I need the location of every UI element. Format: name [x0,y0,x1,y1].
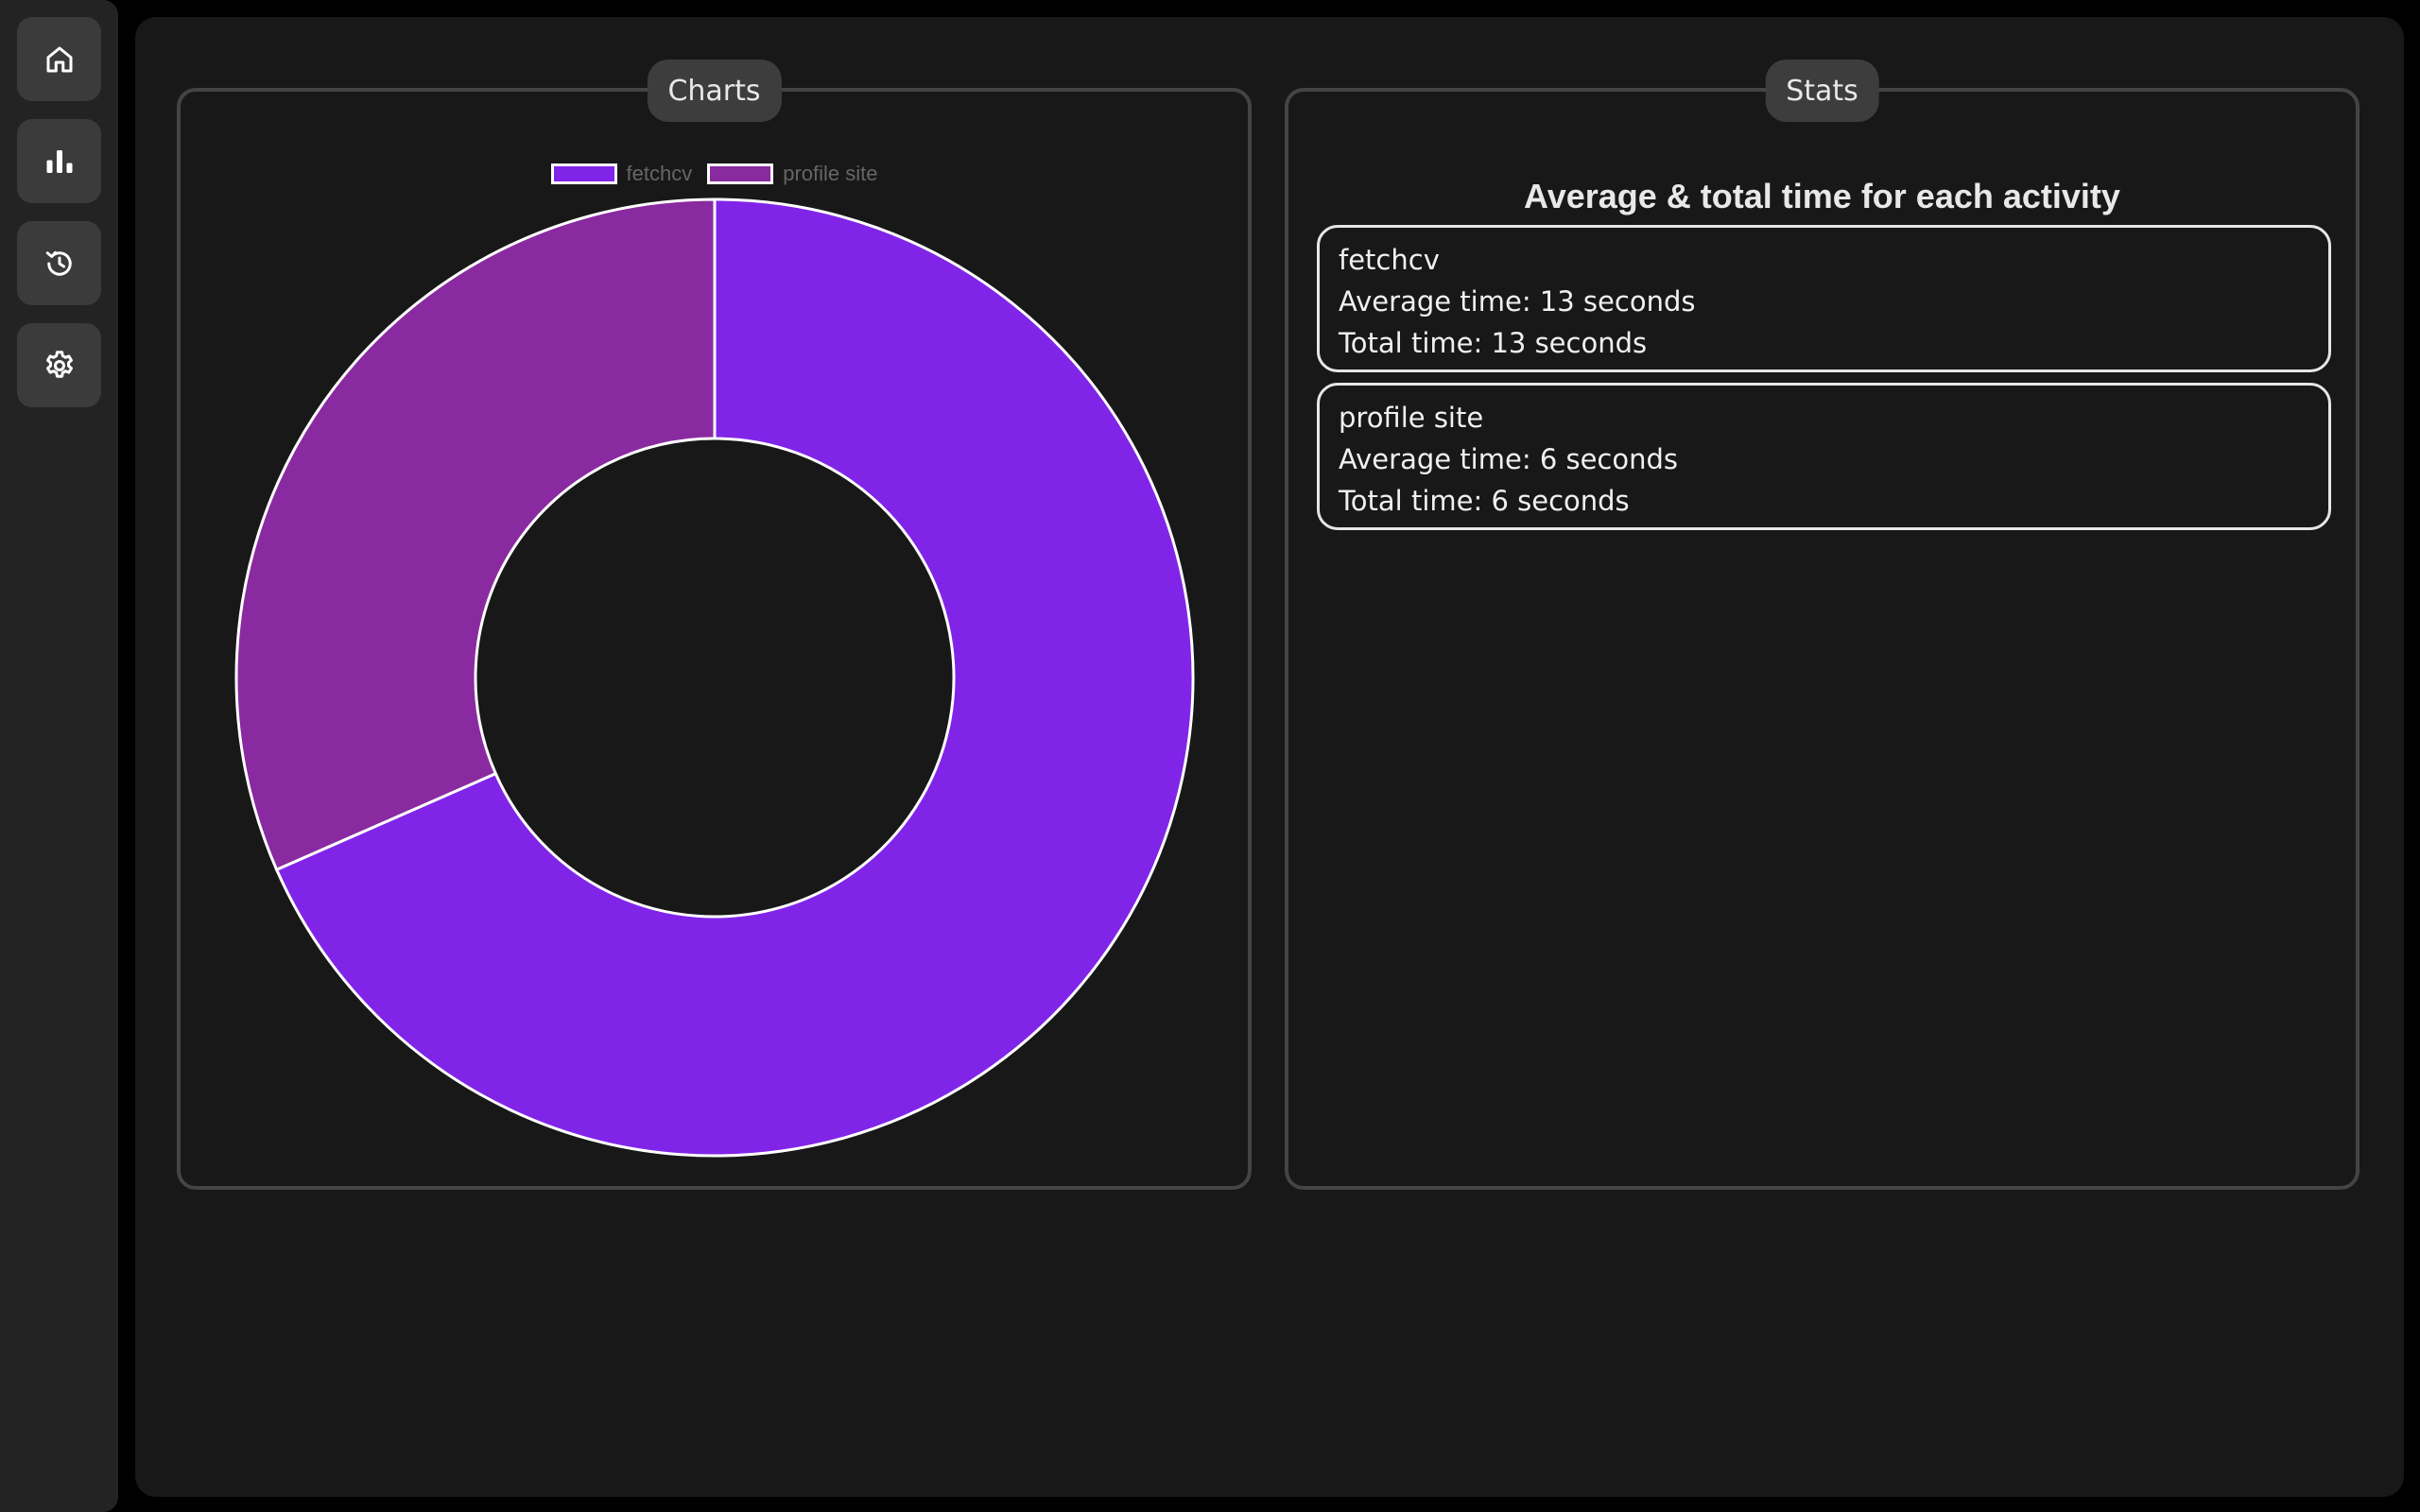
legend-swatch-profile-site [707,163,774,184]
doughnut-slice-profile-site[interactable] [234,198,717,872]
activity-card-fetchcv: fetchcv Average time: 13 seconds Total t… [1317,225,2331,372]
legend-item-profile-site[interactable]: profile site [707,162,877,186]
gear-icon [45,350,73,378]
sidebar [0,0,118,1512]
activity-average-time: Average time: 13 seconds [1339,285,1696,318]
nav-charts-button[interactable] [17,119,101,203]
stats-panel-title: Stats [1765,60,1879,122]
activity-name: profile site [1339,402,1484,434]
doughnut-slice-fetchcv[interactable] [274,198,1195,1158]
history-icon [45,250,72,276]
activity-total-time: Total time: 13 seconds [1339,327,1648,359]
legend-label-fetchcv: fetchcv [626,162,693,185]
activity-card-profile-site: profile site Average time: 6 seconds Tot… [1317,383,2331,530]
charts-panel: Charts fetchcv profile site [177,60,1252,1190]
charts-panel-title: Charts [647,60,782,122]
activity-name: fetchcv [1339,244,1440,276]
activity-total-time: Total time: 6 seconds [1339,485,1630,517]
chart-legend: fetchcv profile site [181,162,1248,186]
nav-history-button[interactable] [17,221,101,305]
nav-settings-button[interactable] [17,323,101,407]
legend-label-profile-site: profile site [783,162,878,185]
stats-heading: Average & total time for each activity [1524,177,2120,215]
legend-swatch-fetchcv [550,163,617,184]
home-icon [46,46,72,72]
bar-chart-icon [46,149,72,173]
main-content: Charts fetchcv profile site Stats Averag… [135,17,2404,1497]
doughnut-chart [234,198,1195,1158]
stats-panel: Stats Average & total time for each acti… [1285,60,2360,1190]
activity-average-time: Average time: 6 seconds [1339,443,1679,475]
nav-home-button[interactable] [17,17,101,101]
legend-item-fetchcv[interactable]: fetchcv [550,162,693,186]
